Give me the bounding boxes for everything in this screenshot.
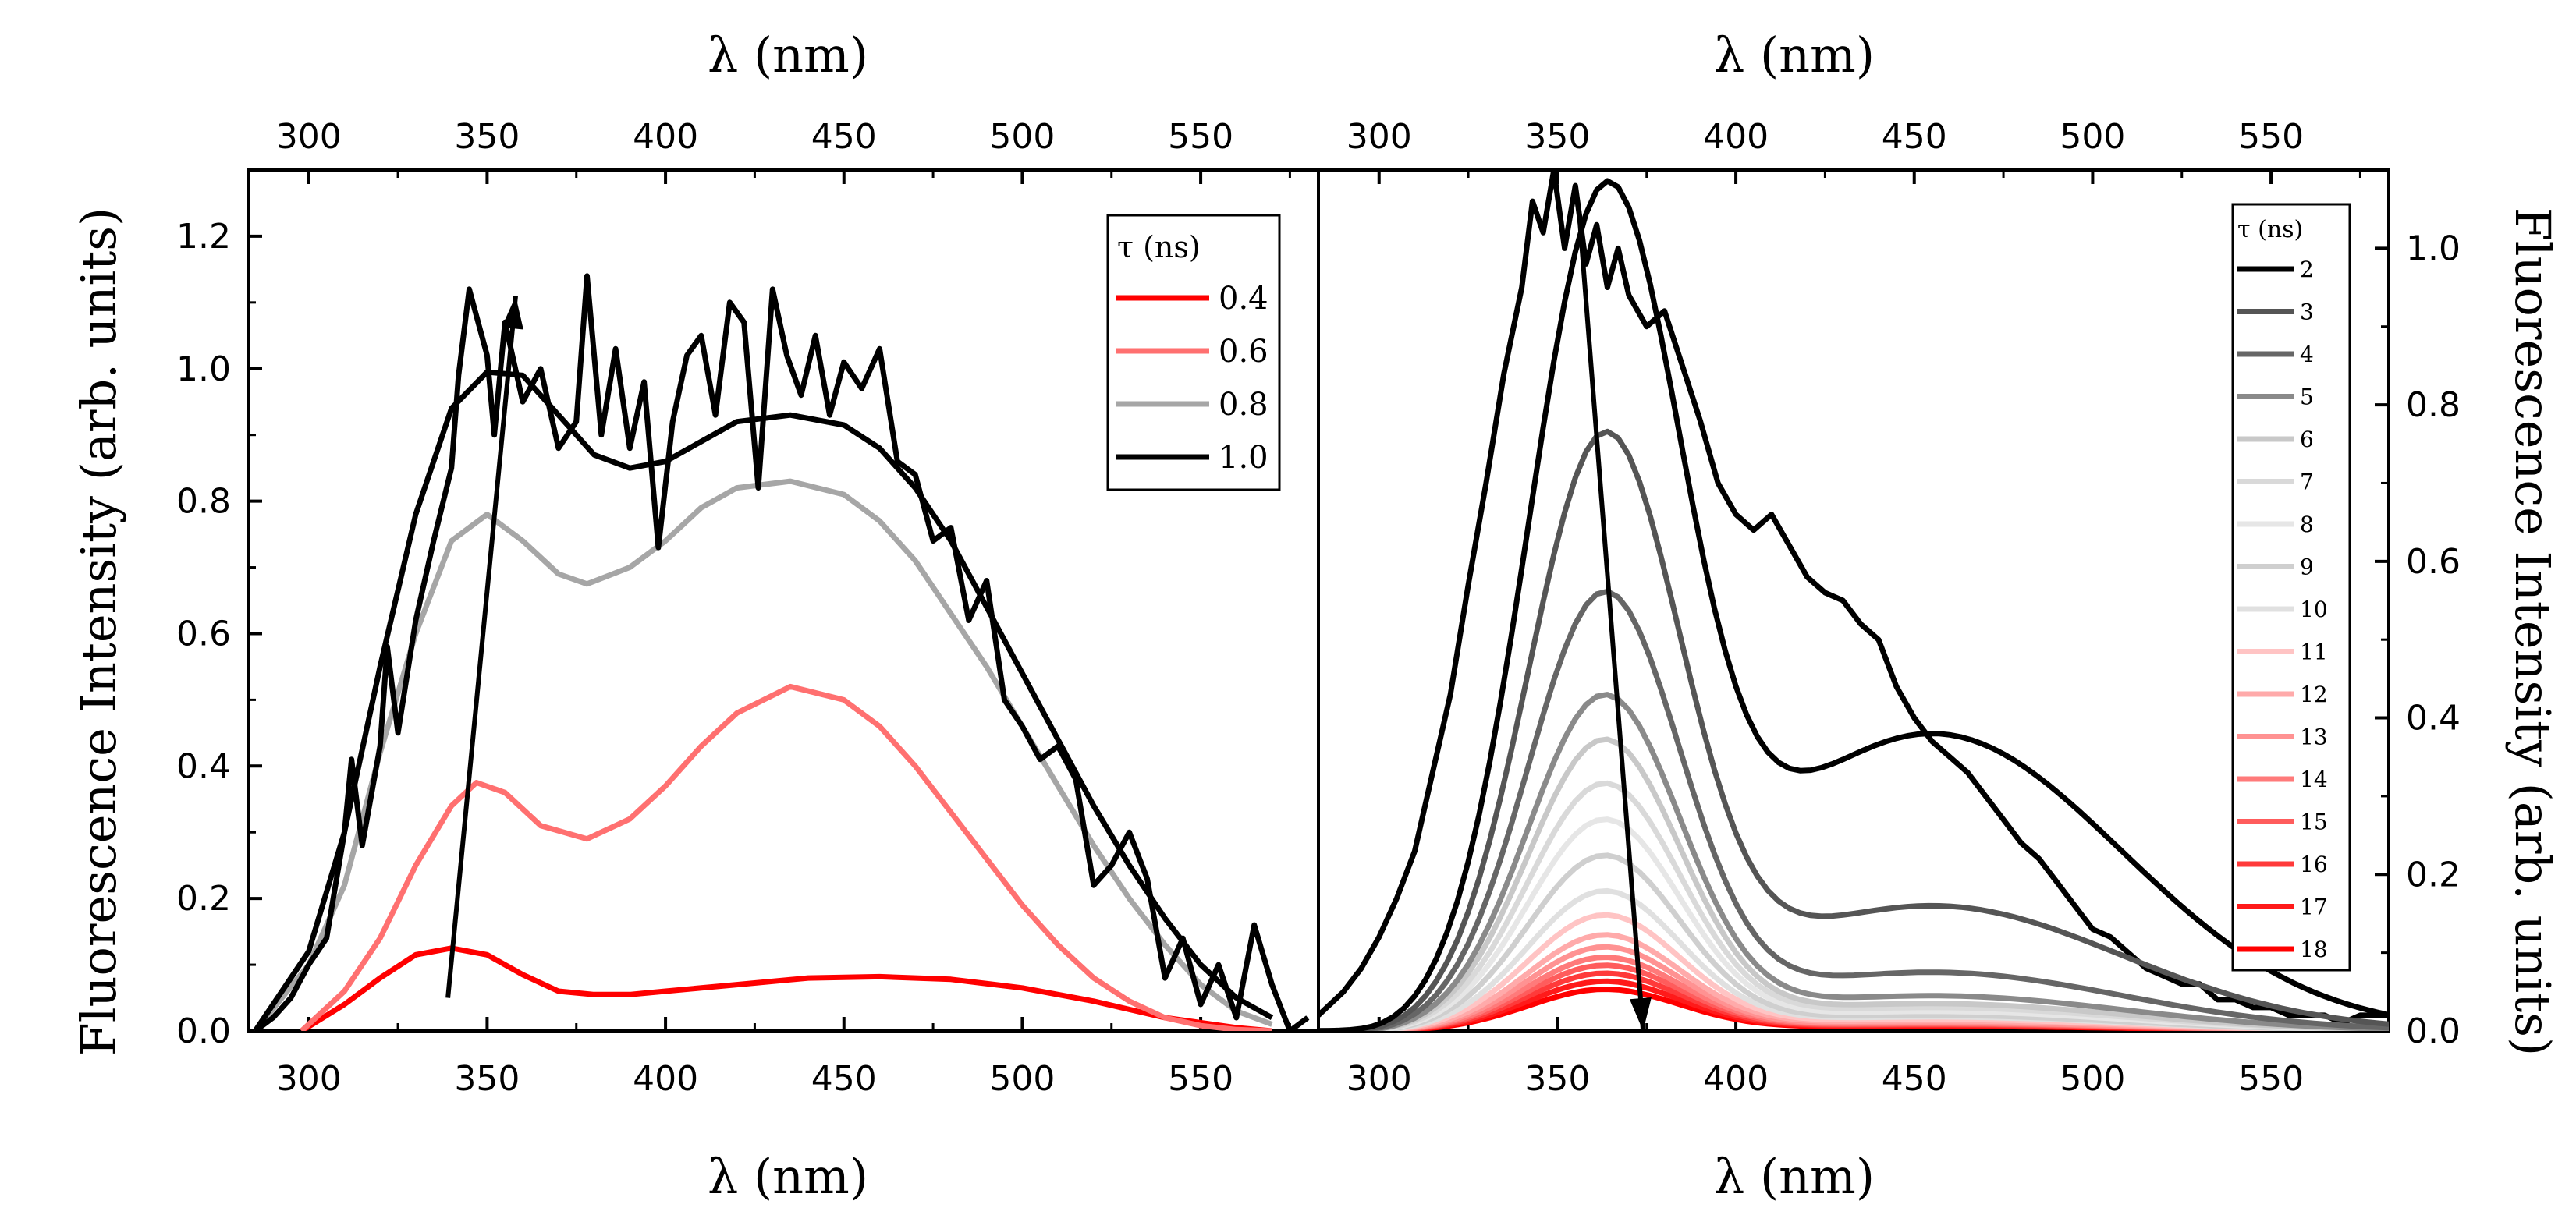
left-ytick-label-3: 0.6 [176,614,231,654]
right-xtick-label-bottom-3: 450 [1882,1059,1947,1099]
left-y-title: Fluorescence Intensity (arb. units) [70,207,127,1056]
left-legend-label-1: 0.6 [1219,334,1268,370]
left-xtick-label-bottom-5: 550 [1168,1059,1233,1099]
right-legend-label-9: 9 [2300,554,2314,580]
right-series-3 [1318,428,2389,1031]
right-legend-label-17: 17 [2300,894,2328,920]
right-trend-arrow-line [1576,208,1646,1032]
right-xtick-label-top-4: 500 [2060,117,2125,157]
left-legend: τ (ns) 0.4 0.6 0.8 1.0 [1106,214,1281,491]
left-ytick-label-2: 0.4 [176,746,231,786]
left-raw-spectrum [254,273,1310,1031]
right-legend-label-8: 8 [2300,512,2314,537]
right-panel: λ (nm) λ (nm) Fluorescence Intensity (ar… [1317,27,2561,1205]
right-legend-label-4: 4 [2300,342,2314,367]
right-x-title-top: λ (nm) [1714,27,1875,83]
right-legend-label-6: 6 [2300,427,2314,452]
right-legend-label-5: 5 [2300,384,2314,410]
left-series-0.8 [253,478,1273,1031]
left-series-0.4 [300,945,1272,1031]
left-xtick-label-top-4: 500 [989,117,1055,157]
left-xtick-label-top-3: 450 [811,117,877,157]
right-curves [1318,170,2389,1031]
right-y-title: Fluorescence Intensity (arb. units) [2504,207,2561,1056]
right-ytick-label-0: 0.0 [2406,1011,2461,1051]
right-xtick-label-bottom-4: 500 [2060,1059,2125,1099]
right-xtick-label-top-0: 300 [1347,117,1412,157]
right-legend-label-15: 15 [2300,809,2328,835]
right-x-title-bottom: λ (nm) [1714,1148,1875,1205]
left-curves [253,273,1310,1031]
left-ytick-label-6: 1.2 [176,217,231,257]
right-xtick-label-bottom-5: 550 [2238,1059,2304,1099]
right-ytick-label-3: 0.6 [2406,542,2461,582]
right-ytick-label-1: 0.2 [2406,855,2461,894]
right-plot-area: 300 300 350 350 400 400 450 450 500 500 550 550 0.0 0… [1317,117,2461,1099]
right-raw-spectrum [1318,170,2389,1026]
right-axes-frame [1317,168,2390,1033]
left-x-title-bottom: λ (nm) [708,1148,868,1205]
right-series-5 [1318,692,2389,1031]
right-legend: τ (ns) 2 3 4 5 6 7 8 9 10 11 12 13 14 15 16 17 18 [2231,203,2351,972]
left-xtick-label-top-5: 550 [1168,117,1233,157]
right-xtick-label-top-3: 450 [1882,117,1947,157]
left-trend-arrow-line [445,296,518,998]
right-ytick-label-2: 0.4 [2406,699,2461,739]
right-legend-label-13: 13 [2300,724,2328,750]
left-xtick-label-bottom-2: 400 [633,1059,698,1099]
left-xtick-label-top-2: 400 [633,117,698,157]
right-legend-label-2: 2 [2300,257,2314,282]
left-xtick-label-bottom-1: 350 [454,1059,520,1099]
left-xtick-label-top-0: 300 [276,117,342,157]
left-ytick-label-1: 0.2 [176,879,231,919]
right-xtick-label-bottom-1: 350 [1524,1059,1590,1099]
right-legend-label-7: 7 [2300,469,2314,495]
left-xtick-label-bottom-3: 450 [811,1059,877,1099]
left-plot-area: 300 300 350 350 400 400 450 450 500 500 550 550 0.0 0… [176,117,1320,1099]
left-ytick-label-5: 1.0 [176,349,231,389]
left-legend-label-3: 1.0 [1219,440,1268,476]
left-trend-arrow-head [502,296,523,330]
left-x-title-top: λ (nm) [708,27,868,83]
left-xtick-label-top-1: 350 [454,117,520,157]
left-xtick-label-bottom-0: 300 [276,1059,342,1099]
right-xtick-label-bottom-2: 400 [1703,1059,1769,1099]
right-legend-title: τ (ns) [2237,216,2303,243]
right-legend-label-12: 12 [2300,682,2328,707]
right-legend-label-10: 10 [2300,597,2328,622]
right-xtick-label-top-5: 550 [2238,117,2304,157]
right-series-4 [1318,588,2389,1031]
left-ytick-label-4: 0.8 [176,482,231,522]
left-legend-label-2: 0.8 [1219,387,1268,423]
left-ytick-label-0: 0.0 [176,1011,231,1051]
right-ytick-label-5: 1.0 [2406,228,2461,268]
right-xtick-label-top-2: 400 [1703,117,1769,157]
right-legend-label-11: 11 [2300,639,2328,665]
right-ytick-label-4: 0.8 [2406,385,2461,425]
right-trend-arrow-head [1629,997,1652,1031]
right-legend-label-3: 3 [2300,299,2314,325]
right-legend-label-14: 14 [2300,767,2328,792]
left-panel: λ (nm) λ (nm) Fluorescence Intensity (ar… [70,27,1320,1205]
right-xtick-label-bottom-0: 300 [1347,1059,1412,1099]
right-legend-label-18: 18 [2300,937,2328,962]
right-xtick-label-top-1: 350 [1524,117,1590,157]
right-legend-box [2231,203,2351,972]
right-legend-label-16: 16 [2300,852,2328,877]
right-series-2 [1318,178,2389,1031]
left-legend-label-0: 0.4 [1219,281,1268,317]
left-series-0.6 [300,683,1272,1031]
left-xtick-label-bottom-4: 500 [989,1059,1055,1099]
left-legend-title: τ (ns) [1117,230,1201,264]
